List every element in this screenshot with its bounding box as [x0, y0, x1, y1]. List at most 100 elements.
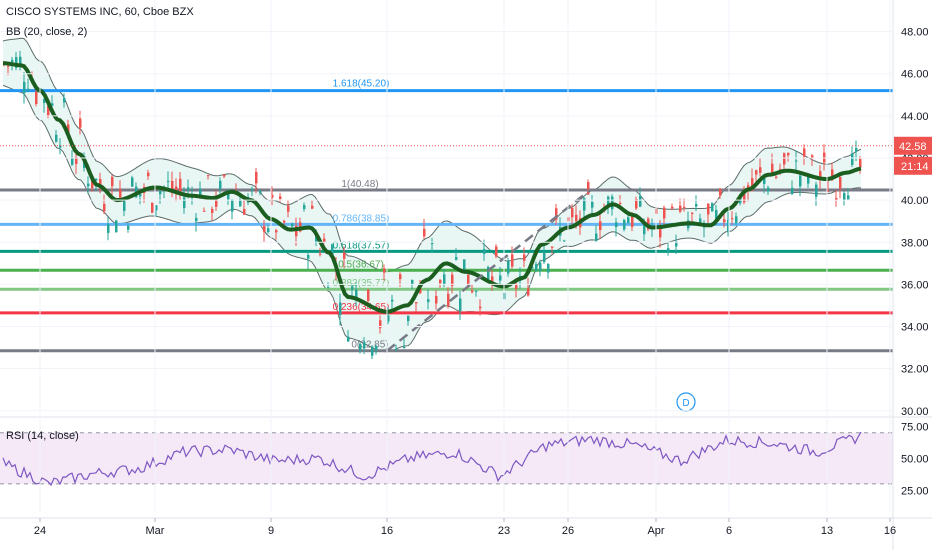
candle-body — [843, 193, 846, 201]
candle-body — [199, 188, 202, 198]
candle-body — [35, 91, 38, 104]
candle-body — [207, 175, 210, 177]
candle-body — [759, 167, 762, 173]
candle-body — [607, 196, 610, 206]
candle-body — [127, 225, 130, 230]
candle-body — [427, 299, 430, 303]
candle-body — [591, 202, 594, 208]
candle-body — [219, 180, 222, 190]
candle-body — [231, 199, 234, 212]
candle-body — [723, 219, 726, 223]
candle-body — [375, 345, 378, 351]
y-tick-label: 44.00 — [901, 111, 929, 123]
candle-body — [167, 180, 170, 182]
candle-body — [751, 178, 754, 191]
candle-body — [239, 199, 242, 207]
fib-trend-line — [386, 189, 591, 352]
candle-body — [763, 177, 766, 185]
candle-body — [291, 223, 294, 227]
candle-body — [251, 189, 254, 191]
candle-body — [443, 274, 446, 285]
bollinger-upper-line — [2, 37, 862, 273]
candle-body — [243, 208, 246, 215]
candle-body — [347, 336, 350, 342]
candle-body — [359, 343, 362, 351]
candle-body — [631, 215, 634, 227]
candle-body — [707, 203, 710, 215]
candle-body — [583, 198, 586, 211]
candle-body — [99, 178, 102, 189]
candle-body — [171, 180, 174, 193]
candle-body — [327, 287, 330, 289]
candle-body — [811, 155, 814, 159]
fib-level-label: 0.618(37.57) — [333, 240, 390, 251]
x-tick-label: Apr — [647, 525, 664, 537]
rsi-y-tick-label: 50.00 — [901, 453, 929, 465]
candle-body — [151, 202, 154, 213]
candle-body — [447, 293, 450, 306]
candle-body — [403, 346, 406, 349]
x-tick-label: 23 — [498, 525, 510, 537]
fib-level-label: 0.236(34.65) — [333, 302, 390, 313]
candle-body — [663, 207, 666, 219]
candle-body — [283, 220, 286, 223]
candle-body — [439, 279, 442, 284]
candle-body — [675, 241, 678, 247]
candle-body — [263, 226, 266, 232]
dividend-marker-label: D — [682, 398, 689, 409]
candle-body — [55, 134, 58, 142]
candle-body — [371, 346, 374, 356]
candle-body — [387, 315, 390, 322]
candle-body — [331, 244, 334, 255]
candle-body — [771, 163, 774, 174]
candle-body — [615, 222, 618, 228]
candle-body — [123, 199, 126, 211]
candle-body — [87, 183, 90, 187]
candle-body — [159, 191, 162, 195]
fib-level-label: 1.618(45.20) — [333, 79, 390, 90]
candle-body — [479, 306, 482, 309]
candle-body — [459, 298, 462, 311]
candle-body — [795, 160, 798, 162]
candle-body — [139, 194, 142, 197]
candle-body — [115, 220, 118, 233]
y-tick-label: 34.00 — [901, 322, 929, 334]
candle-body — [839, 176, 842, 189]
candle-body — [363, 342, 366, 349]
candle-body — [339, 302, 342, 315]
candle-body — [63, 97, 66, 103]
candle-body — [491, 276, 494, 283]
candle-body — [851, 153, 854, 165]
candle-body — [523, 254, 526, 261]
fib-level-label: 0(32.85) — [351, 340, 388, 351]
current-price-badge — [894, 136, 932, 155]
candle-body — [183, 197, 186, 209]
candle-body — [471, 290, 474, 293]
candle-body — [535, 264, 538, 271]
candle-body — [67, 124, 70, 134]
candle-body — [179, 178, 182, 192]
x-tick-label: 24 — [34, 525, 46, 537]
candle-body — [107, 224, 110, 233]
x-tick-label: Mar — [146, 525, 165, 537]
candle-body — [467, 274, 470, 288]
candle-body — [483, 248, 486, 254]
candle-body — [767, 187, 770, 192]
current-price-label: 42.58 — [899, 141, 927, 153]
candle-body — [683, 206, 686, 208]
candle-body — [627, 217, 630, 224]
candle-body — [315, 234, 318, 243]
candle-body — [407, 315, 410, 322]
candle-body — [227, 193, 230, 200]
x-tick-label: 6 — [726, 525, 732, 537]
candle-body — [303, 205, 306, 210]
candle-body — [379, 320, 382, 329]
candle-body — [11, 59, 14, 63]
candle-body — [27, 88, 30, 91]
fib-level-label: 0.786(38.85) — [333, 213, 390, 224]
candle-body — [271, 194, 274, 198]
candle-body — [643, 224, 646, 235]
candle-body — [355, 289, 358, 299]
